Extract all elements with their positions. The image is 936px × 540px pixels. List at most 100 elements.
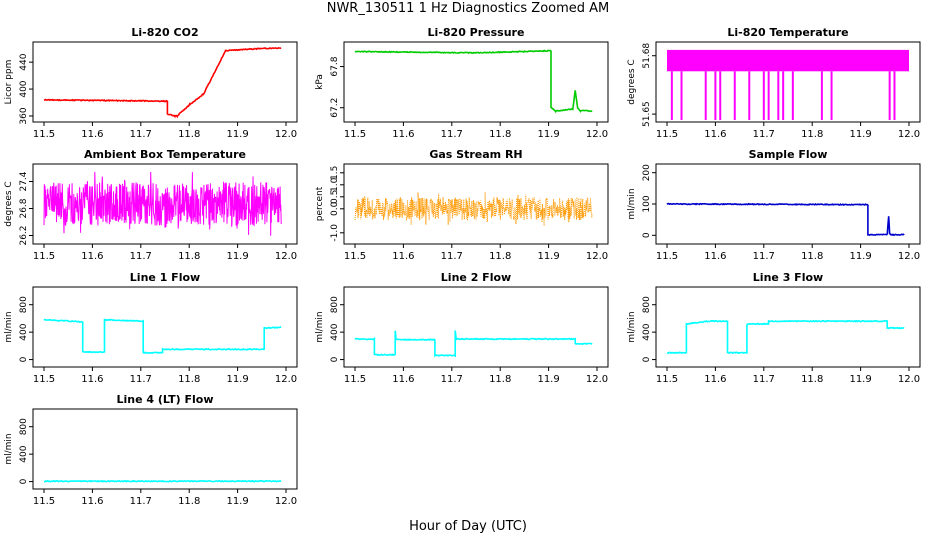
x-tick-label: 11.6 [81, 251, 103, 262]
y-tick-label: 0.5 [330, 190, 340, 204]
data-series [43, 46, 282, 119]
y-tick-label: 400 [19, 80, 29, 97]
data-series [666, 202, 905, 236]
panel-9: Line 3 Flow ml/min 11.5 11.6 11.7 11.8 11.9 12.… [627, 271, 921, 385]
x-tick-label: 11.9 [226, 129, 248, 140]
series-group [354, 330, 593, 358]
series-group [354, 192, 593, 226]
x-tick-label: 12.0 [586, 374, 608, 385]
panel-6: Sample Flow ml/min 11.5 11.6 11.7 11.8 11.9 12.… [627, 148, 921, 262]
x-tick-label: 11.9 [226, 496, 248, 507]
x-tick-label: 11.5 [33, 374, 55, 385]
y-axis-label: Licor ppm [4, 60, 14, 105]
y-tick-label: 0 [19, 356, 29, 362]
y-tick-label: 26.8 [19, 198, 29, 218]
x-tick-label: 11.5 [33, 251, 55, 262]
panel-title: Sample Flow [749, 148, 828, 161]
plot-frame [32, 41, 298, 123]
panel-10: Line 4 (LT) Flow ml/min 11.5 11.6 11.7 11.8 11… [4, 393, 298, 507]
x-tick-label: 11.9 [537, 251, 559, 262]
y-axis-label: ml/min [315, 311, 325, 342]
x-tick-label: 11.7 [441, 251, 463, 262]
y-tick-label: 100 [642, 195, 652, 212]
x-tick-label: 12.0 [275, 374, 297, 385]
plot-frame [32, 163, 298, 245]
x-tick-label: 11.9 [537, 374, 559, 385]
x-tick-label: 11.8 [489, 374, 511, 385]
x-tick-label: 11.9 [849, 251, 871, 262]
y-axis-label: degrees C [627, 59, 637, 104]
x-tick-label: 12.0 [898, 129, 920, 140]
y-tick-label: 440 [19, 53, 29, 70]
y-tick-label: 0 [642, 356, 652, 362]
series-group [667, 49, 909, 120]
y-axis-label: ml/min [627, 311, 637, 342]
panel-title: Li-820 CO2 [131, 26, 198, 39]
plot-frame [32, 408, 298, 490]
panel-title: Line 4 (LT) Flow [117, 393, 214, 406]
y-tick-label: 27.4 [19, 171, 29, 191]
x-tick-label: 11.5 [344, 374, 366, 385]
series-group [43, 479, 282, 483]
x-tick-label: 11.5 [656, 129, 678, 140]
y-tick-label: 200 [642, 164, 652, 181]
x-tick-label: 11.8 [178, 129, 200, 140]
series-group [666, 202, 905, 236]
plot-frame [343, 163, 609, 245]
y-axis-label: ml/min [4, 433, 14, 464]
panel-title: Ambient Box Temperature [84, 148, 246, 161]
x-tick-label: 11.9 [537, 129, 559, 140]
y-tick-label: 400 [19, 323, 29, 340]
x-tick-label: 11.8 [489, 129, 511, 140]
x-tick-label: 11.5 [33, 496, 55, 507]
x-tick-label: 11.5 [656, 251, 678, 262]
x-tick-label: 11.9 [849, 374, 871, 385]
y-tick-label: 400 [642, 323, 652, 340]
x-tick-label: 11.8 [178, 496, 200, 507]
plot-frame [343, 41, 609, 123]
x-tick-label: 11.6 [704, 129, 726, 140]
x-tick-label: 11.8 [801, 374, 823, 385]
x-tick-label: 12.0 [275, 129, 297, 140]
x-tick-label: 11.5 [656, 374, 678, 385]
panel-title: Line 2 Flow [441, 271, 511, 284]
x-tick-label: 11.8 [178, 251, 200, 262]
x-tick-label: 11.6 [392, 251, 414, 262]
data-series [43, 479, 282, 483]
panel-title: Li-820 Pressure [428, 26, 525, 39]
x-tick-label: 11.7 [130, 496, 152, 507]
x-tick-label: 12.0 [898, 374, 920, 385]
plot-frame [32, 286, 298, 368]
x-tick-label: 11.9 [226, 374, 248, 385]
panel-5: Gas Stream RH percent 11.5 11.6 11.7 11.8 11.9… [315, 148, 609, 262]
x-tick-label: 12.0 [275, 496, 297, 507]
y-tick-label: 67.2 [330, 98, 340, 118]
y-tick-label: 800 [330, 296, 340, 313]
x-tick-label: 11.7 [753, 129, 775, 140]
y-tick-label: 0.0 [330, 201, 340, 216]
panel-8: Line 2 Flow ml/min 11.5 11.6 11.7 11.8 11.9 12.… [315, 271, 609, 385]
panel-3: Li-820 Temperature degrees C 11.5 11.6 11.7 1… [627, 26, 921, 140]
plot-frame [655, 41, 921, 123]
panel-title: Line 3 Flow [753, 271, 823, 284]
x-tick-label: 12.0 [898, 251, 920, 262]
x-tick-label: 11.8 [178, 374, 200, 385]
y-tick-label: 51.68 [642, 43, 652, 69]
series-group [667, 319, 905, 355]
x-tick-label: 11.8 [489, 251, 511, 262]
panel-1: Li-820 CO2 Licor ppm 11.5 11.6 11.7 11.8 11.9 1… [4, 26, 298, 140]
data-series [354, 192, 593, 226]
x-tick-label: 11.8 [801, 251, 823, 262]
x-tick-label: 12.0 [275, 251, 297, 262]
y-axis-label: kPa [315, 74, 325, 90]
y-tick-label: 400 [19, 445, 29, 462]
x-tick-label: 11.7 [130, 251, 152, 262]
y-tick-label: 26.2 [19, 225, 29, 245]
y-tick-label: 360 [19, 107, 29, 124]
data-series [354, 330, 593, 358]
x-tick-label: 11.7 [441, 129, 463, 140]
y-tick-label: 67.8 [330, 56, 340, 76]
series-group [43, 318, 282, 354]
y-tick-label: 1.5 [330, 166, 340, 180]
